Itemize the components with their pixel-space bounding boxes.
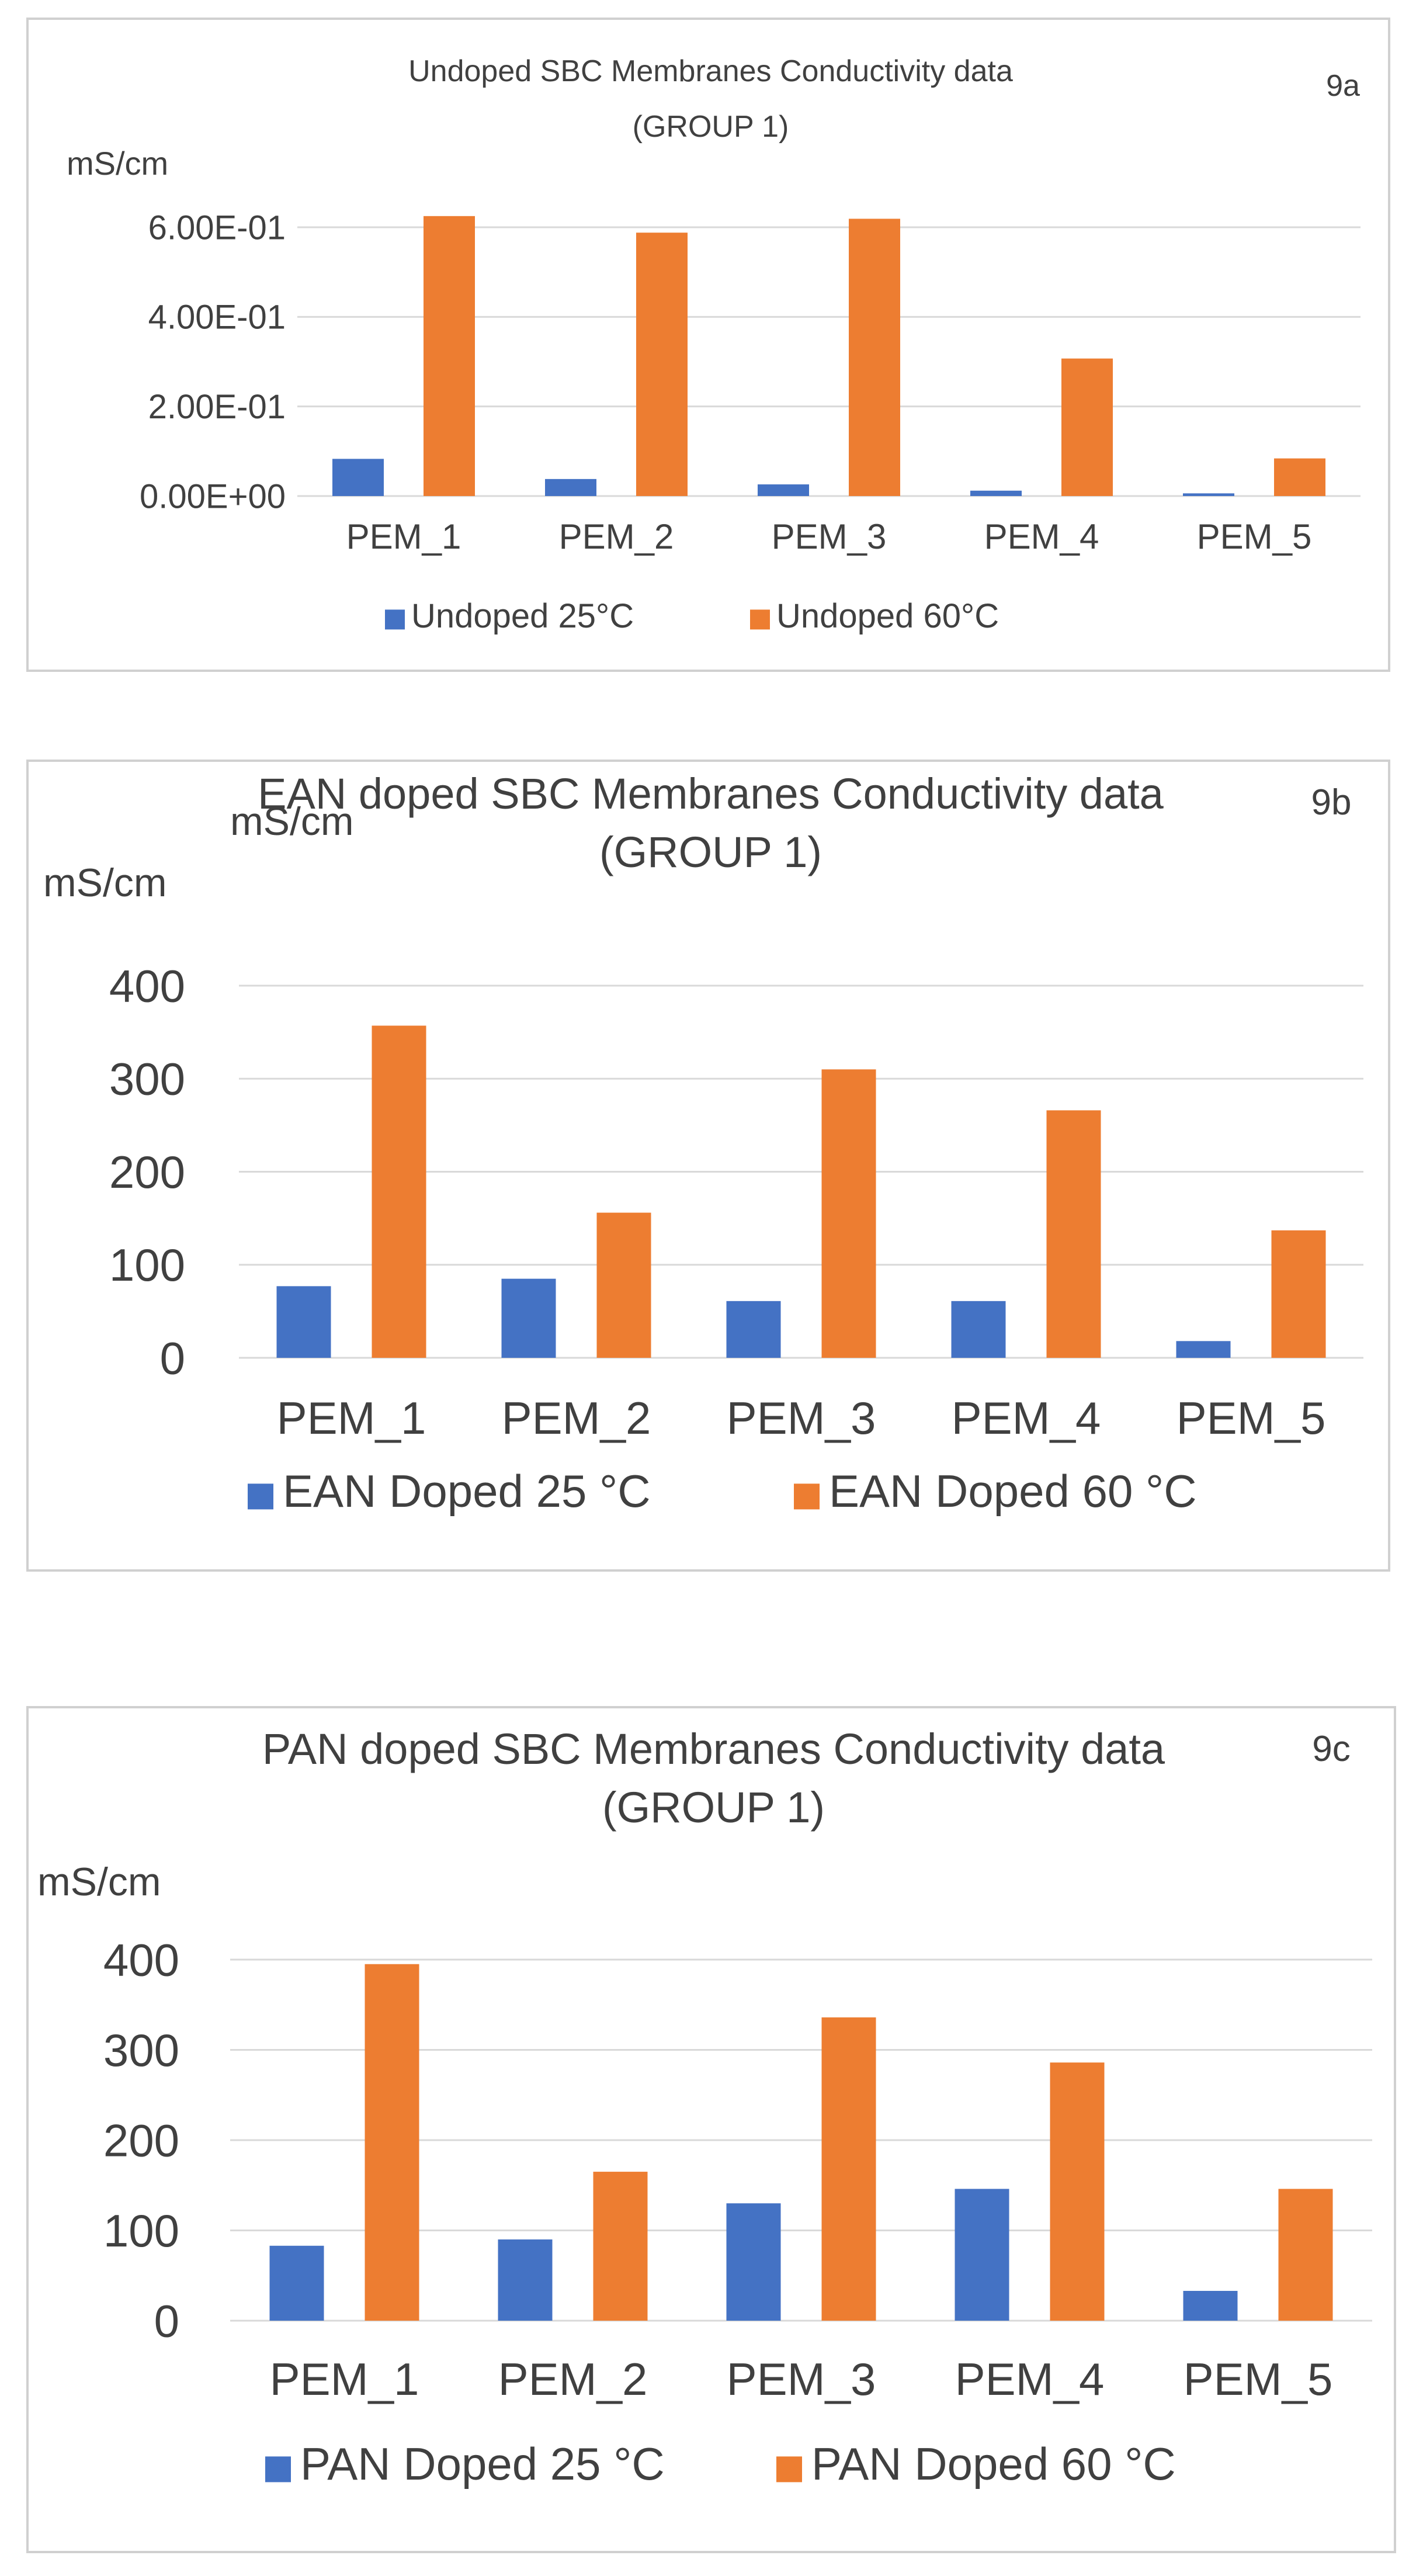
legend-swatch <box>750 609 770 630</box>
y-tick-label: 0.00E+00 <box>140 477 286 515</box>
bar-25c-pem-3 <box>726 2203 781 2321</box>
x-tick-label: PEM_3 <box>772 517 887 556</box>
legend-label: Undoped 25°C <box>411 597 634 635</box>
chart-9b: EAN doped SBC Membranes Conductivity dat… <box>43 769 1363 1517</box>
bar-60c-pem-5 <box>1271 1230 1326 1358</box>
y-tick-label: 0 <box>160 1332 185 1384</box>
bar-60c-pem-3 <box>821 1069 876 1358</box>
x-tick-label: PEM_4 <box>984 517 1099 556</box>
chart-title-line: EAN doped SBC Membranes Conductivity dat… <box>258 769 1164 818</box>
bar-60c-pem-4 <box>1050 2062 1105 2321</box>
bar-25c-pem-3 <box>726 1301 781 1358</box>
chart-panel-9a: Undoped SBC Membranes Conductivity data (… <box>26 18 1390 672</box>
bar-25c-pem-4 <box>951 1301 1006 1358</box>
x-tick-label: PEM_5 <box>1184 2353 1333 2405</box>
extra-unit-label: mS/cm <box>230 799 354 844</box>
bar-25c-pem-2 <box>545 479 596 496</box>
y-axis-label: mS/cm <box>43 861 167 905</box>
x-tick-label: PEM_5 <box>1176 1392 1326 1444</box>
chart-panel-9c: PAN doped SBC Membranes Conductivity dat… <box>26 1706 1396 2553</box>
chart-title-line: (GROUP 1) <box>633 110 789 144</box>
legend-swatch <box>776 2456 802 2483</box>
bar-25c-pem-5 <box>1176 1341 1231 1358</box>
y-tick-label: 100 <box>109 1239 185 1291</box>
legend-swatch <box>385 609 405 630</box>
legend-swatch <box>794 1483 820 1510</box>
y-tick-label: 4.00E-01 <box>148 299 286 337</box>
bar-60c-pem-4 <box>1061 358 1113 496</box>
panel-label: 9c <box>1312 1729 1350 1769</box>
y-tick-label: 100 <box>103 2205 179 2256</box>
chart-title-line: Undoped SBC Membranes Conductivity data <box>408 54 1013 88</box>
x-tick-label: PEM_2 <box>498 2353 648 2405</box>
x-tick-label: PEM_3 <box>727 1392 876 1444</box>
x-tick-label: PEM_3 <box>727 2353 876 2405</box>
bar-25c-pem-1 <box>332 459 384 496</box>
x-tick-label: PEM_1 <box>346 517 461 556</box>
chart-title-line: (GROUP 1) <box>599 828 822 876</box>
legend-swatch <box>248 1483 273 1510</box>
bar-25c-pem-4 <box>970 490 1022 496</box>
y-tick-label: 6.00E-01 <box>148 209 286 247</box>
x-tick-label: PEM_5 <box>1197 517 1312 556</box>
bar-60c-pem-1 <box>424 216 475 496</box>
y-axis-label: mS/cm <box>37 1860 161 1904</box>
bar-60c-pem-2 <box>596 1212 651 1358</box>
bar-60c-pem-1 <box>365 1964 419 2321</box>
legend-label: EAN Doped 25 °C <box>283 1465 651 1517</box>
bar-60c-pem-1 <box>372 1025 426 1358</box>
bar-60c-pem-4 <box>1046 1110 1101 1358</box>
x-tick-label: PEM_1 <box>277 1392 426 1444</box>
panel-label: 9a <box>1326 69 1360 103</box>
legend-label: Undoped 60°C <box>776 597 999 635</box>
bar-25c-pem-3 <box>758 484 809 496</box>
x-tick-label: PEM_2 <box>559 517 674 556</box>
y-tick-label: 300 <box>103 2024 179 2076</box>
y-tick-label: 400 <box>109 960 185 1011</box>
legend-swatch <box>265 2456 291 2483</box>
x-tick-label: PEM_4 <box>955 2353 1105 2405</box>
y-tick-label: 300 <box>109 1053 185 1105</box>
bar-60c-pem-5 <box>1274 458 1325 496</box>
bar-60c-pem-5 <box>1278 2189 1333 2321</box>
chart-9c: PAN doped SBC Membranes Conductivity dat… <box>37 1725 1372 2490</box>
bar-60c-pem-2 <box>593 2172 648 2321</box>
panel-label: 9b <box>1311 782 1352 823</box>
y-tick-label: 400 <box>103 1934 179 1985</box>
legend-label: EAN Doped 60 °C <box>829 1465 1197 1517</box>
chart-title-line: PAN doped SBC Membranes Conductivity dat… <box>262 1725 1165 1773</box>
bar-25c-pem-5 <box>1183 2291 1238 2321</box>
x-tick-label: PEM_2 <box>502 1392 651 1444</box>
y-axis-label: mS/cm <box>67 145 168 182</box>
y-tick-label: 0 <box>154 2295 179 2346</box>
bar-25c-pem-2 <box>501 1278 556 1358</box>
bar-25c-pem-2 <box>498 2239 553 2321</box>
bar-60c-pem-2 <box>636 233 688 496</box>
chart-9a: Undoped SBC Membranes Conductivity data (… <box>67 54 1361 635</box>
bar-25c-pem-1 <box>276 1286 331 1358</box>
bar-25c-pem-1 <box>269 2245 324 2321</box>
y-tick-label: 200 <box>103 2114 179 2166</box>
y-tick-label: 200 <box>109 1146 185 1198</box>
y-tick-label: 2.00E-01 <box>148 388 286 426</box>
chart-title-line: (GROUP 1) <box>602 1783 825 1832</box>
bar-60c-pem-3 <box>821 2017 876 2321</box>
bar-60c-pem-3 <box>849 219 900 496</box>
bar-25c-pem-5 <box>1183 493 1234 496</box>
x-tick-label: PEM_1 <box>270 2353 419 2405</box>
chart-panel-9b: EAN doped SBC Membranes Conductivity dat… <box>26 760 1390 1572</box>
legend-label: PAN Doped 25 °C <box>300 2438 665 2490</box>
x-tick-label: PEM_4 <box>952 1392 1101 1444</box>
legend-label: PAN Doped 60 °C <box>811 2438 1176 2490</box>
bar-25c-pem-4 <box>955 2189 1009 2321</box>
